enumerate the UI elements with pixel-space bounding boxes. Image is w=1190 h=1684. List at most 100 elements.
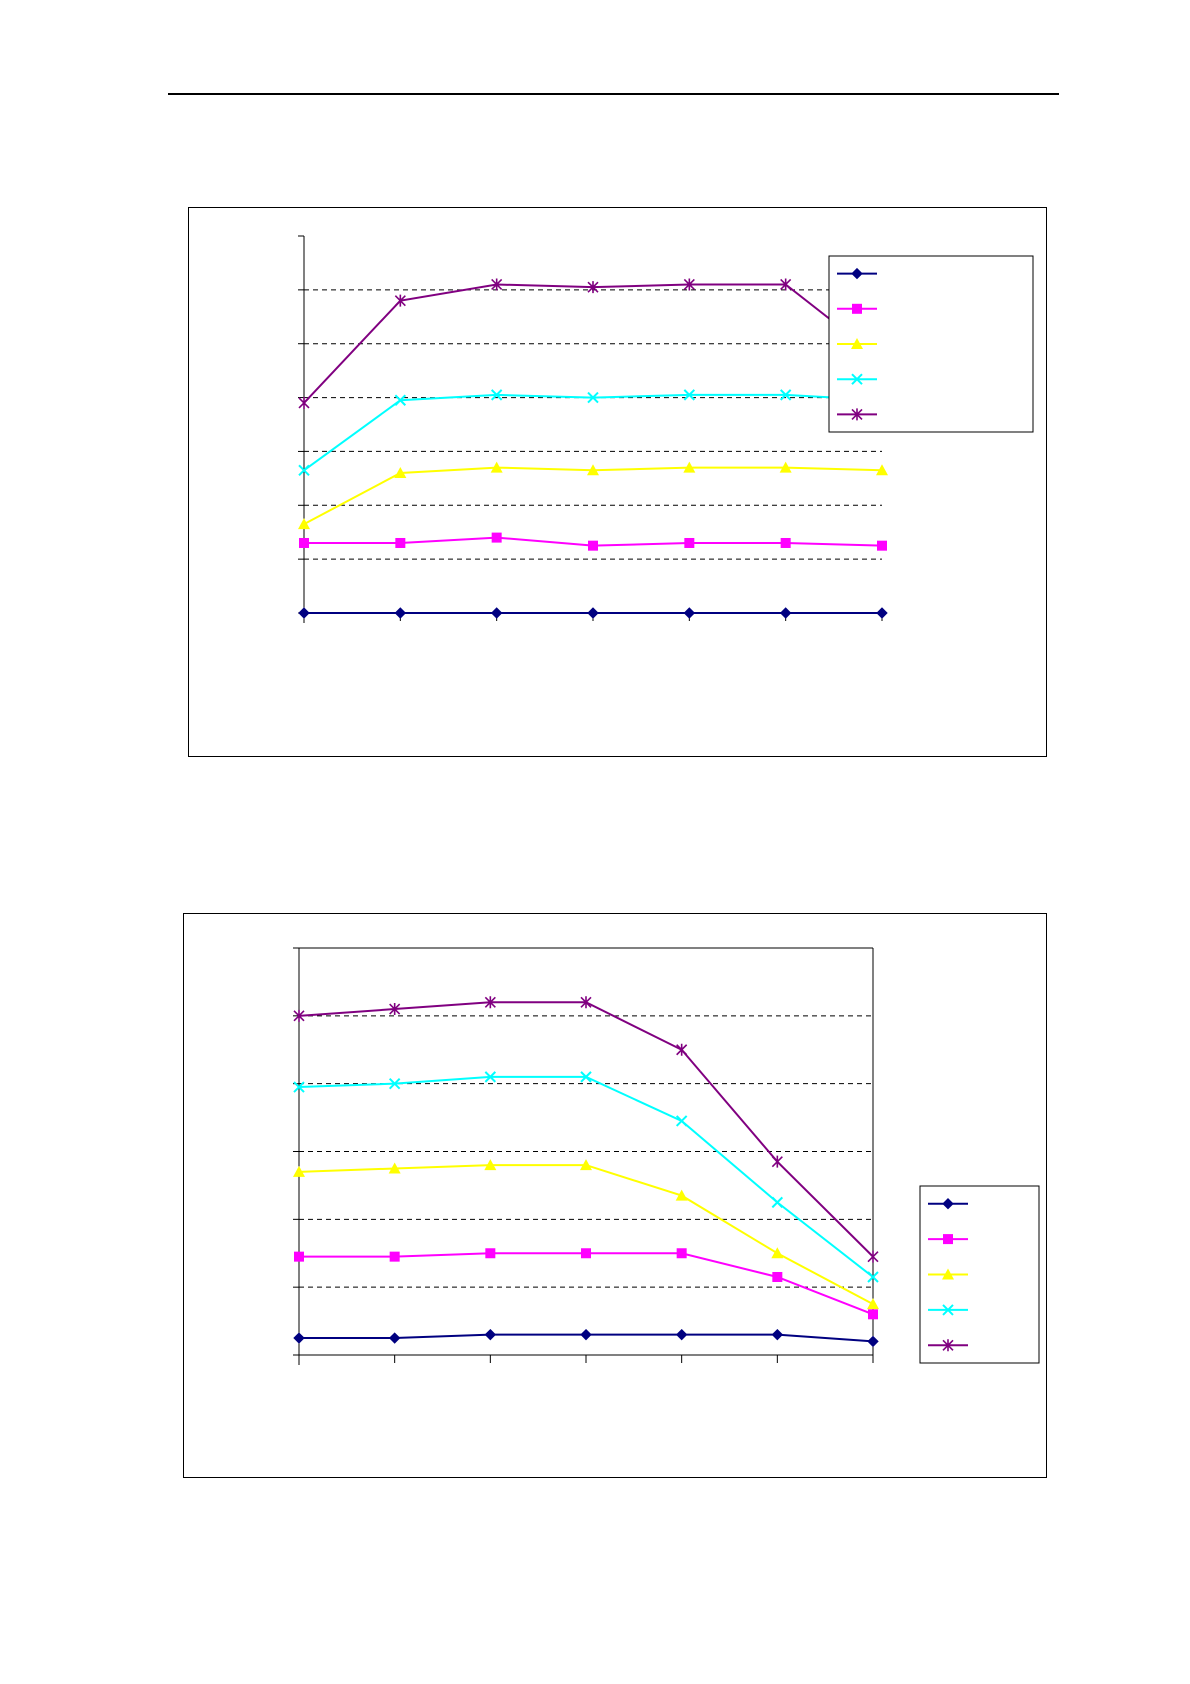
- series-line: [298, 1001, 874, 1258]
- series-line: [298, 1164, 874, 1306]
- data-point: [867, 1271, 879, 1283]
- data-point: [876, 607, 888, 619]
- legend-marker: [942, 1339, 954, 1352]
- data-point: [490, 461, 503, 473]
- series-5: [293, 996, 879, 1263]
- legend-marker: [942, 1197, 954, 1210]
- legend-marker: [942, 1268, 954, 1280]
- data-point: [779, 607, 792, 619]
- legend-marker: [851, 373, 863, 385]
- data-point: [485, 1248, 496, 1259]
- data-point: [779, 461, 792, 473]
- data-point: [588, 540, 598, 551]
- data-point: [484, 1071, 497, 1083]
- data-point: [394, 294, 406, 307]
- data-point: [298, 607, 310, 619]
- data-point: [779, 389, 792, 401]
- data-point: [580, 996, 592, 1009]
- series-2: [299, 532, 887, 551]
- data-point: [876, 464, 888, 476]
- series-2: [294, 1248, 878, 1320]
- series-3: [298, 461, 888, 530]
- data-point: [294, 1251, 304, 1262]
- data-point: [298, 464, 310, 476]
- data-point: [868, 1309, 878, 1320]
- data-point: [293, 1009, 305, 1022]
- data-point: [484, 1159, 497, 1171]
- data-point: [491, 532, 502, 543]
- data-point: [491, 278, 503, 291]
- data-point: [683, 389, 696, 401]
- data-point: [580, 1071, 592, 1083]
- data-point: [771, 1247, 784, 1259]
- data-point: [389, 1003, 401, 1016]
- data-point: [587, 281, 599, 294]
- series-4: [298, 389, 888, 476]
- series-line: [303, 466, 883, 526]
- chart-top-plot: [298, 235, 1034, 623]
- data-point: [484, 1328, 497, 1341]
- data-point: [683, 461, 696, 473]
- line-chart-bottom: [183, 913, 1047, 1478]
- data-point: [587, 391, 599, 404]
- series-5: [298, 278, 888, 409]
- legend: [919, 1185, 1040, 1364]
- series-3: [293, 1159, 879, 1310]
- series-1: [298, 607, 888, 619]
- legend-marker: [942, 1304, 954, 1316]
- data-point: [675, 1328, 688, 1341]
- data-point: [772, 1271, 783, 1282]
- data-point: [388, 1162, 401, 1174]
- data-point: [394, 607, 407, 619]
- data-point: [675, 1189, 688, 1201]
- data-point: [293, 1165, 305, 1177]
- chart-bottom-plot: [293, 947, 1040, 1365]
- legend-marker: [851, 267, 863, 280]
- series-4: [293, 1071, 879, 1283]
- data-point: [389, 1251, 400, 1262]
- data-point: [395, 537, 406, 548]
- legend: [828, 255, 1034, 433]
- data-point: [683, 278, 695, 291]
- data-point: [581, 1248, 591, 1259]
- data-point: [587, 607, 599, 619]
- data-point: [877, 540, 887, 551]
- data-point: [293, 1081, 305, 1093]
- data-point: [675, 1115, 688, 1127]
- legend-marker: [851, 338, 863, 349]
- data-point: [388, 1077, 401, 1090]
- data-point: [587, 464, 599, 476]
- data-point: [867, 1335, 879, 1348]
- series-line: [303, 393, 883, 472]
- data-point: [676, 1043, 688, 1056]
- data-point: [298, 396, 310, 409]
- series-line: [299, 1252, 874, 1316]
- data-point: [484, 996, 496, 1009]
- data-point: [580, 1159, 592, 1171]
- data-point: [780, 278, 792, 291]
- data-point: [867, 1250, 879, 1263]
- data-point: [683, 607, 696, 619]
- data-point: [771, 1328, 784, 1341]
- data-point: [676, 1248, 687, 1259]
- data-point: [490, 389, 503, 401]
- data-point: [771, 1155, 783, 1168]
- legend-marker: [852, 303, 862, 314]
- data-point: [780, 537, 791, 548]
- data-point: [293, 1332, 305, 1344]
- series-1: [293, 1328, 879, 1348]
- data-point: [684, 537, 695, 548]
- data-point: [580, 1328, 592, 1341]
- data-point: [394, 394, 407, 406]
- data-point: [867, 1298, 879, 1310]
- series-line: [298, 1075, 874, 1278]
- line-chart-top: [188, 207, 1047, 757]
- data-point: [299, 537, 309, 548]
- data-point: [298, 518, 310, 530]
- legend-marker: [851, 408, 863, 421]
- data-point: [394, 466, 407, 478]
- header-rule: [168, 93, 1059, 95]
- data-point: [771, 1196, 784, 1209]
- data-point: [388, 1332, 401, 1344]
- legend-marker: [943, 1234, 953, 1245]
